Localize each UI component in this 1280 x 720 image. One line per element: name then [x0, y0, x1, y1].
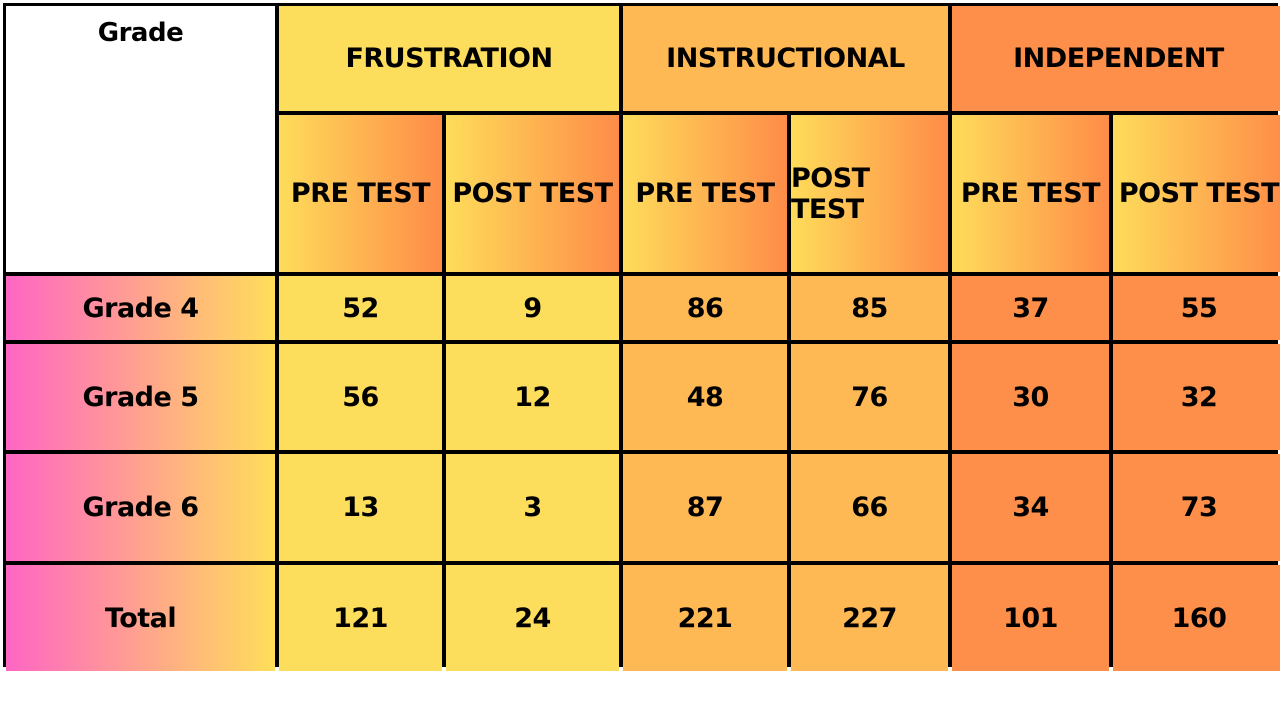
table-cell: 12 — [446, 344, 619, 450]
table-cell: 3 — [446, 454, 619, 561]
table-cell: 34 — [952, 454, 1109, 561]
grade-header: Grade — [97, 18, 184, 48]
table-cell: 227 — [791, 565, 948, 671]
subheader-post-test: POST TEST — [1113, 115, 1280, 272]
table-cell: 24 — [446, 565, 619, 671]
group-header-independent: INDEPENDENT — [952, 6, 1280, 111]
table-cell: 87 — [623, 454, 787, 561]
table-cell: 52 — [279, 276, 442, 340]
table-cell: 73 — [1113, 454, 1280, 561]
subheader-pre-test: PRE TEST — [623, 115, 787, 272]
subheader-post-test: POST TEST — [791, 115, 948, 272]
table-cell: 121 — [279, 565, 442, 671]
row-label: Total — [6, 565, 275, 671]
row-label: Grade 4 — [6, 276, 275, 340]
table-cell: 160 — [1113, 565, 1280, 671]
table-cell: 9 — [446, 276, 619, 340]
table-cell: 101 — [952, 565, 1109, 671]
subheader-post-test: POST TEST — [446, 115, 619, 272]
table-cell: 13 — [279, 454, 442, 561]
corner-header: Grade — [6, 6, 275, 272]
table-cell: 30 — [952, 344, 1109, 450]
subheader-pre-test: PRE TEST — [952, 115, 1109, 272]
row-label: Grade 5 — [6, 344, 275, 450]
group-header-frustration: FRUSTRATION — [279, 6, 619, 111]
table-cell: 32 — [1113, 344, 1280, 450]
table-cell: 55 — [1113, 276, 1280, 340]
table-cell: 66 — [791, 454, 948, 561]
table-cell: 86 — [623, 276, 787, 340]
table-cell: 221 — [623, 565, 787, 671]
table-cell: 37 — [952, 276, 1109, 340]
row-label: Grade 6 — [6, 454, 275, 561]
table-cell: 48 — [623, 344, 787, 450]
table-cell: 85 — [791, 276, 948, 340]
group-header-instructional: INSTRUCTIONAL — [623, 6, 948, 111]
subheader-pre-test: PRE TEST — [279, 115, 442, 272]
reading-level-table: Grade FRUSTRATION INSTRUCTIONAL INDEPEND… — [3, 3, 1280, 671]
table-cell: 56 — [279, 344, 442, 450]
table-cell: 76 — [791, 344, 948, 450]
